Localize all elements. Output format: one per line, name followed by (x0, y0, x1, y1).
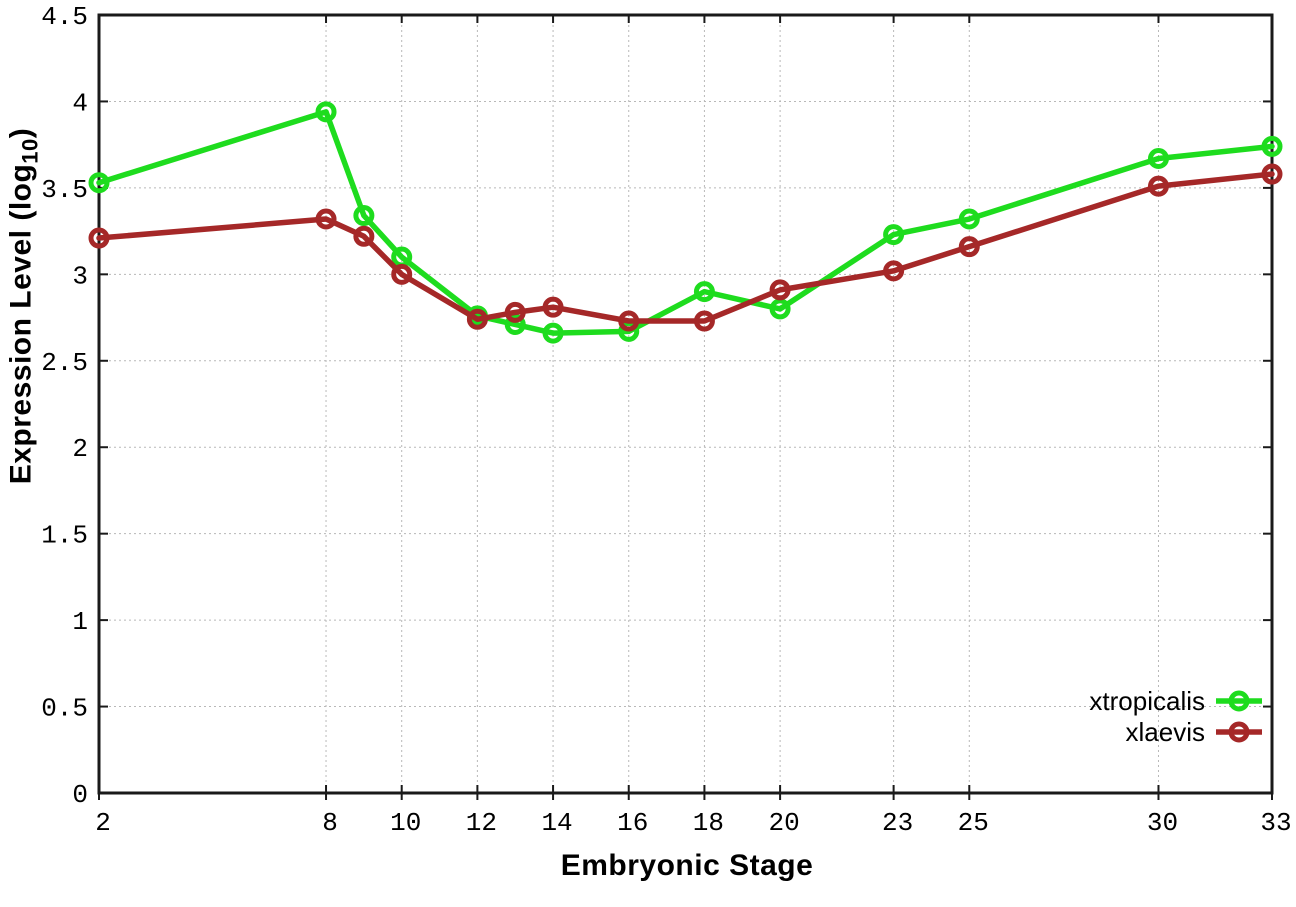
x-tick-label: 10 (390, 808, 421, 838)
y-axis-title-prefix: Expression Level (log (4, 163, 38, 485)
xtropicalis-marker (883, 224, 905, 246)
x-axis-title: Embryonic Stage (560, 849, 814, 882)
x-tick-label: 20 (768, 808, 799, 838)
x-tick-labels: 2 8 10 12 14 16 18 20 23 25 30 33 (95, 808, 1291, 838)
xlaevis-marker (542, 296, 564, 318)
y-tick-label: 0 (72, 780, 88, 810)
xtropicalis-marker (353, 205, 375, 227)
y-tick-label: 4 (72, 88, 88, 118)
xtropicalis-marker (693, 281, 715, 303)
y-axis-title-subscript: 10 (17, 138, 43, 164)
xlaevis-marker (88, 227, 110, 249)
x-tick-label: 23 (882, 808, 913, 838)
xlaevis-marker (958, 236, 980, 258)
y-tick-label: 3 (72, 261, 88, 291)
x-tick-label: 25 (958, 808, 989, 838)
x-tick-label: 8 (322, 808, 338, 838)
xtropicalis-marker (504, 313, 526, 335)
legend-entry-xtropicalis: xtropicalis (1089, 686, 1262, 716)
series-xtropicalis (88, 101, 1283, 344)
xlaevis-marker (883, 260, 905, 282)
y-axis-title: Expression Level (log10) (5, 128, 44, 485)
grid-lines (98, 14, 1273, 794)
y-tick-label: 1.5 (41, 521, 88, 551)
legend-label-xtropicalis: xtropicalis (1089, 686, 1205, 716)
xlaevis-marker (769, 279, 791, 301)
y-tick-label: 1 (72, 607, 88, 637)
xtropicalis-marker (1261, 135, 1283, 157)
plot-border (97, 13, 1274, 795)
series-xlaevis (88, 163, 1283, 332)
xtropicalis-marker (315, 101, 337, 123)
xlaevis-marker (391, 263, 413, 285)
y-tick-label: 2 (72, 434, 88, 464)
x-tick-label: 16 (617, 808, 648, 838)
y-tick-label: 0.5 (41, 694, 88, 724)
x-tick-label: 33 (1260, 808, 1291, 838)
y-tick-label: 3.5 (41, 175, 88, 205)
legend-label-xlaevis: xlaevis (1126, 717, 1205, 747)
y-tick-label: 4.5 (41, 2, 88, 32)
xtropicalis-marker (1147, 147, 1169, 169)
xlaevis-marker (1261, 163, 1283, 185)
x-tick-label: 18 (693, 808, 724, 838)
xtropicalis-marker (88, 172, 110, 194)
xlaevis-marker (1147, 175, 1169, 197)
x-tick-label: 12 (466, 808, 497, 838)
xlaevis-marker (353, 225, 375, 247)
y-tick-labels: 0 0.5 1 1.5 2 2.5 3 3.5 4 4.5 (41, 2, 88, 810)
xtropicalis-marker (958, 208, 980, 230)
legend-marker-sample-xlaevis (1228, 721, 1250, 743)
tick-marks (98, 14, 1273, 800)
xtropicalis-marker (542, 322, 564, 344)
xlaevis-marker (618, 310, 640, 332)
x-tick-label: 30 (1147, 808, 1178, 838)
xlaevis-marker (504, 301, 526, 323)
legend-marker-sample-xtropicalis (1228, 690, 1250, 712)
xtropicalis-marker (769, 298, 791, 320)
xlaevis-marker (693, 310, 715, 332)
x-tick-label: 2 (95, 808, 111, 838)
y-axis-title-suffix: ) (4, 127, 38, 139)
xlaevis-marker (315, 208, 337, 230)
x-tick-label: 14 (541, 808, 572, 838)
xlaevis-marker (466, 308, 488, 330)
legend-entry-xlaevis: xlaevis (1126, 717, 1262, 747)
y-tick-label: 2.5 (41, 348, 88, 378)
